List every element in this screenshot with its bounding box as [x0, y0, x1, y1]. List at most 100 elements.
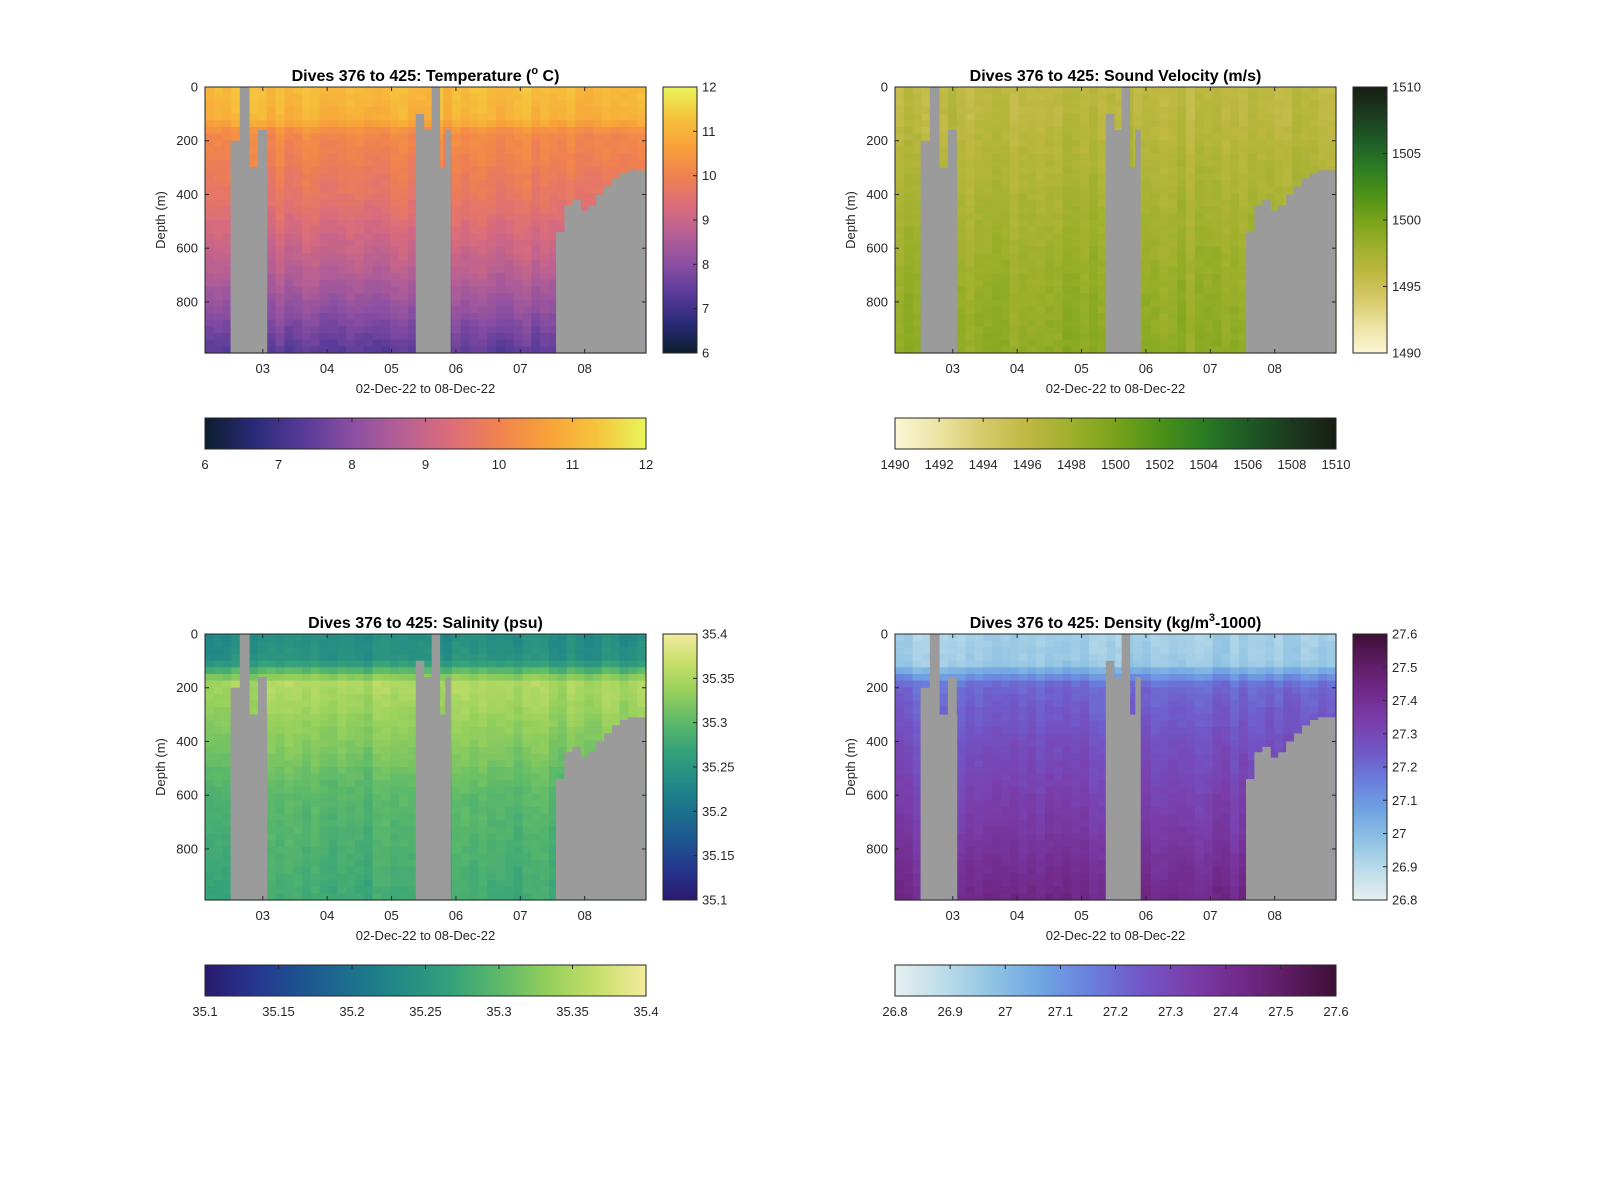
- heatmap-cell: [1238, 113, 1249, 121]
- heatmap-cell: [1318, 113, 1328, 121]
- heatmap-cell: [231, 100, 241, 108]
- heatmap-cell: [328, 647, 338, 655]
- heatmap-cell: [346, 259, 356, 268]
- heatmap-cell: [1062, 87, 1072, 95]
- heatmap-cell: [1238, 133, 1249, 141]
- heatmap-cell: [1080, 193, 1090, 201]
- heatmap-cell: [903, 279, 914, 288]
- heatmap-cell: [487, 239, 497, 248]
- heatmap-cell: [354, 233, 365, 241]
- heatmap-cell: [1300, 87, 1311, 95]
- heatmap-cell: [328, 133, 338, 141]
- heatmap-cell: [1318, 120, 1328, 128]
- heatmap-cell: [284, 634, 294, 642]
- no-data-block: [1286, 194, 1295, 353]
- heatmap-cell: [478, 87, 488, 95]
- colorbar-bottom-tick-label: 1510: [1322, 457, 1351, 472]
- heatmap-cell: [275, 299, 285, 308]
- heatmap-cell: [1168, 193, 1178, 201]
- heatmap-cell: [522, 200, 532, 208]
- heatmap-cell: [337, 886, 347, 894]
- heatmap-cell: [903, 246, 914, 254]
- colorbar-right-tick-label: 1510: [1392, 80, 1421, 95]
- heatmap-cell: [1053, 200, 1064, 208]
- heatmap-cell: [487, 180, 497, 188]
- no-data-block: [1309, 172, 1319, 353]
- heatmap-cell: [363, 793, 374, 801]
- heatmap-cell: [319, 113, 330, 121]
- heatmap-cell: [337, 100, 347, 108]
- heatmap-cell: [310, 160, 321, 168]
- heatmap-cell: [1141, 100, 1152, 108]
- heatmap-cell: [390, 206, 400, 214]
- heatmap-cell: [1009, 253, 1020, 261]
- heatmap-cell: [478, 146, 488, 155]
- heatmap-cell: [1009, 133, 1020, 141]
- heatmap-cell: [213, 153, 224, 161]
- heatmap-cell: [1097, 133, 1108, 141]
- heatmap-cell: [1044, 273, 1055, 281]
- heatmap-cell: [1018, 333, 1028, 341]
- heatmap-cell: [1000, 339, 1011, 347]
- heatmap-cell: [407, 319, 418, 327]
- heatmap-cell: [469, 326, 480, 334]
- heatmap-cell: [222, 846, 233, 855]
- heatmap-cell: [965, 346, 975, 354]
- heatmap-cell: [496, 273, 506, 281]
- heatmap-cell: [504, 246, 515, 254]
- heatmap-cell: [1212, 253, 1222, 261]
- heatmap-cell: [1230, 220, 1240, 228]
- heatmap-cell: [1009, 293, 1020, 301]
- heatmap-cell: [531, 286, 541, 294]
- heatmap-cell: [584, 153, 594, 161]
- heatmap-cell: [1071, 166, 1081, 175]
- heatmap-cell: [302, 700, 312, 708]
- y-tick-label: 400: [866, 187, 888, 202]
- heatmap-cell: [1097, 293, 1108, 301]
- heatmap-cell: [319, 333, 330, 341]
- heatmap-cell: [284, 239, 294, 248]
- heatmap-cell: [460, 253, 471, 261]
- heatmap-cell: [1327, 100, 1337, 108]
- heatmap-cell: [284, 313, 294, 321]
- heatmap-cell: [469, 226, 480, 234]
- heatmap-cell: [487, 226, 497, 234]
- heatmap-cell: [1194, 333, 1205, 341]
- heatmap-cell: [956, 206, 967, 214]
- heatmap-cell: [983, 346, 993, 354]
- heatmap-cell: [399, 166, 409, 175]
- heatmap-cell: [354, 820, 365, 828]
- heatmap-cell: [337, 126, 347, 135]
- heatmap-cell: [601, 180, 612, 188]
- heatmap-cell: [992, 313, 1002, 321]
- heatmap-cell: [584, 166, 594, 175]
- heatmap-cell: [531, 146, 541, 155]
- heatmap-cell: [1203, 313, 1214, 321]
- heatmap-cell: [310, 193, 321, 201]
- heatmap-cell: [381, 186, 391, 194]
- heatmap-cell: [205, 866, 215, 874]
- heatmap-cell: [974, 306, 984, 314]
- heatmap-cell: [1018, 279, 1028, 288]
- heatmap-cell: [1150, 319, 1161, 327]
- heatmap-cell: [1097, 286, 1108, 294]
- heatmap-cell: [354, 279, 365, 288]
- heatmap-cell: [205, 673, 215, 682]
- heatmap-cell: [363, 273, 374, 281]
- heatmap-cell: [566, 140, 577, 148]
- heatmap-cell: [328, 106, 338, 115]
- heatmap-cell: [284, 740, 294, 748]
- heatmap-cell: [1071, 266, 1081, 274]
- heatmap-cell: [584, 126, 594, 135]
- heatmap-cell: [513, 173, 524, 181]
- heatmap-cell: [965, 206, 975, 214]
- heatmap-cell: [1230, 333, 1240, 341]
- heatmap-cell: [1036, 213, 1046, 221]
- heatmap-cell: [487, 326, 497, 334]
- heatmap-cell: [205, 286, 215, 294]
- heatmap-cell: [1177, 259, 1187, 268]
- heatmap-cell: [337, 173, 347, 181]
- heatmap-cell: [1027, 233, 1037, 241]
- heatmap-cell: [310, 693, 321, 702]
- heatmap-cell: [284, 213, 294, 221]
